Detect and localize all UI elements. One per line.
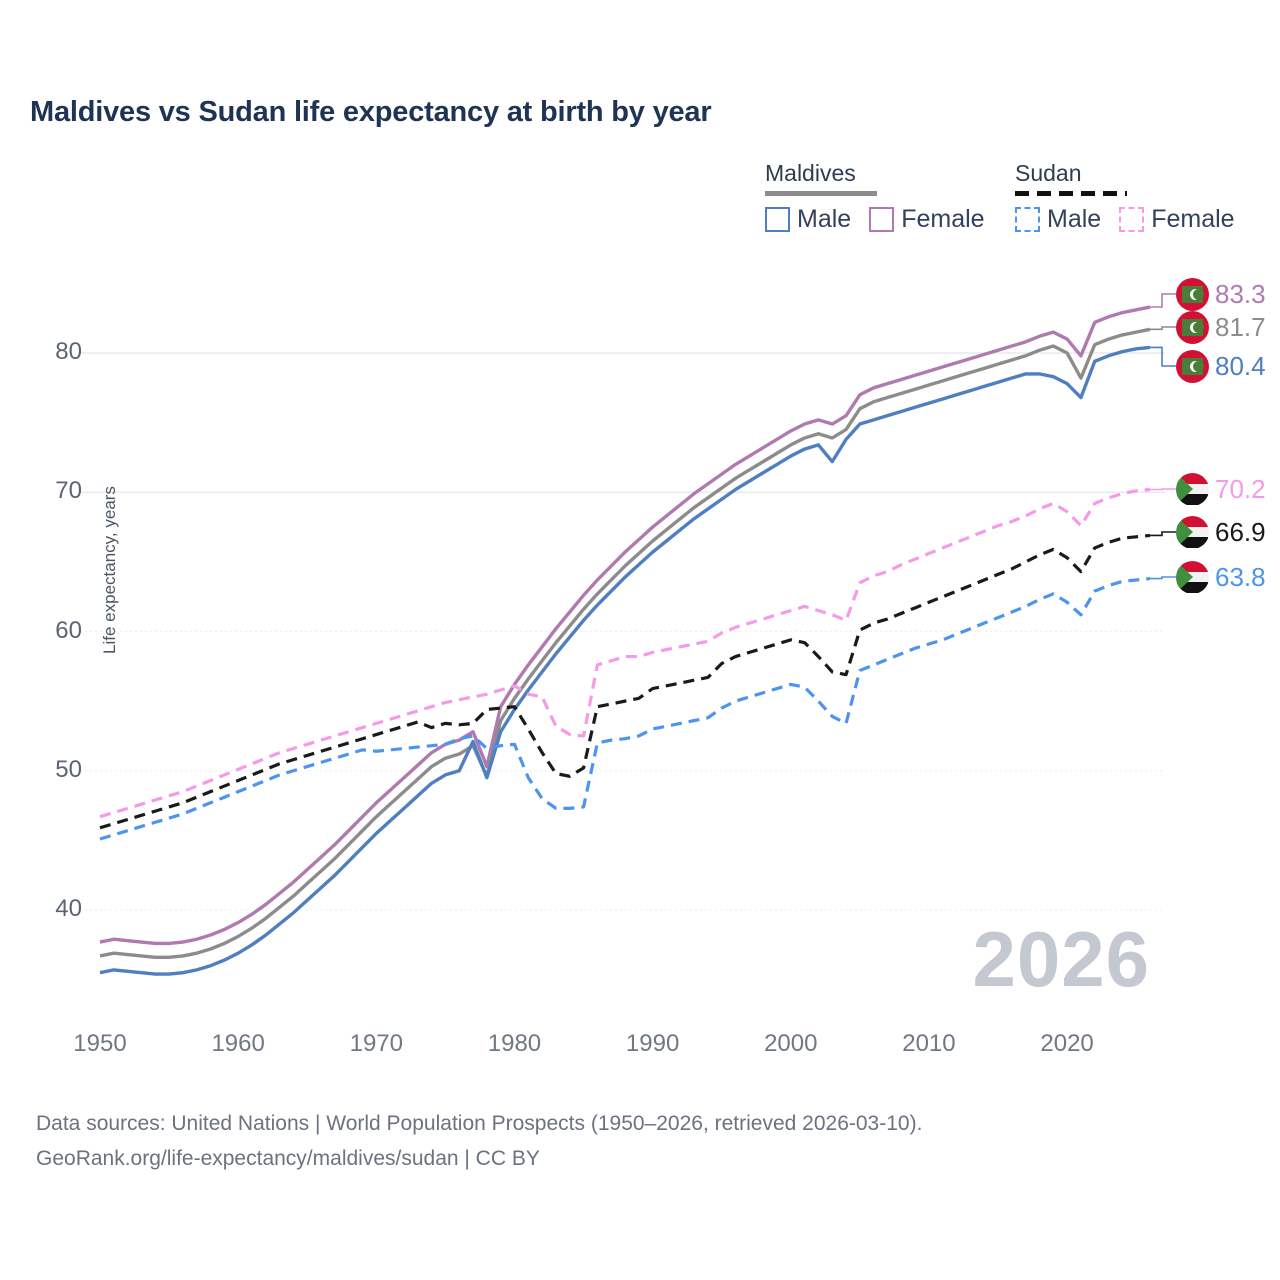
x-tick-label: 2010: [902, 1030, 956, 1057]
legend-group-maldives: Maldives Male Female: [765, 160, 985, 234]
series-line: [99, 533, 1151, 830]
end-label-value: 63.8: [1215, 562, 1266, 592]
legend-item-label: Male: [1047, 205, 1102, 233]
legend-swatch-icon: [765, 207, 790, 232]
legend-swatch-icon: [869, 207, 895, 232]
maldives-flag-icon: [1176, 277, 1209, 311]
end-label-leader: [1150, 326, 1176, 331]
y-axis-label: Life expectancy, years: [100, 486, 119, 654]
legend-item-sudan-male[interactable]: Male: [1015, 205, 1101, 234]
legend-group-sudan: Sudan Male Female: [1015, 160, 1235, 234]
series-line: [99, 576, 1151, 841]
x-tick-label: 1980: [487, 1030, 542, 1057]
series-line: [99, 327, 1151, 960]
end-label-value: 80.4: [1215, 351, 1266, 381]
chart-legend: Maldives Male Female Sudan Male: [760, 160, 1260, 240]
end-label-leader: [1150, 488, 1176, 491]
legend-swatch-icon: [1015, 207, 1040, 232]
x-tick-label: 2020: [1040, 1030, 1094, 1057]
year-watermark: 2026: [972, 915, 1150, 1003]
legend-item-label: Male: [797, 205, 852, 233]
x-tick-label: 1990: [625, 1030, 680, 1057]
legend-group-title: Sudan: [1015, 160, 1082, 186]
legend-item-label: Female: [1151, 205, 1235, 233]
end-label-leader: [1150, 346, 1176, 367]
footer-line-1: Data sources: United Nations | World Pop…: [36, 1112, 923, 1135]
footer-credits: Data sources: United Nations | World Pop…: [36, 1106, 922, 1176]
x-tick-label: 1960: [211, 1030, 265, 1057]
maldives-flag-icon: [1176, 310, 1209, 344]
sudan-flag-icon: [1176, 515, 1209, 549]
end-label-value: 81.7: [1215, 312, 1266, 342]
end-label: 66.9: [1176, 515, 1266, 549]
end-label-value: 83.3: [1215, 279, 1266, 309]
y-tick-label: 70: [55, 477, 82, 505]
legend-item-maldives-male[interactable]: Male: [765, 205, 851, 234]
legend-group-rule-dashed: [1015, 191, 1127, 196]
end-label-leader: [1150, 293, 1176, 308]
x-tick-label: 2000: [764, 1030, 818, 1057]
end-label-value: 70.2: [1215, 474, 1266, 504]
x-tick-label: 1950: [73, 1030, 127, 1057]
y-tick-label: 80: [55, 338, 82, 365]
footer-line-2: GeoRank.org/life-expectancy/maldives/sud…: [36, 1147, 540, 1170]
legend-item-maldives-female[interactable]: Female: [869, 205, 985, 234]
sudan-flag-icon: [1176, 472, 1209, 506]
end-label-leader: [1150, 576, 1176, 580]
series-line: [99, 345, 1151, 976]
end-label: 70.2: [1176, 472, 1266, 506]
maldives-flag-icon: [1176, 349, 1209, 383]
end-label: 81.7: [1176, 310, 1266, 344]
page-title: Maldives vs Sudan life expectancy at bir…: [30, 96, 712, 128]
legend-group-title: Maldives: [765, 160, 856, 186]
legend-item-sudan-female[interactable]: Female: [1119, 205, 1235, 234]
series-line: [99, 305, 1151, 946]
legend-group-rule-solid: [765, 191, 877, 196]
legend-swatch-icon: [1119, 207, 1145, 232]
legend-item-label: Female: [901, 205, 985, 233]
end-label: 80.4: [1176, 349, 1266, 383]
end-label-value: 66.9: [1215, 517, 1266, 547]
end-label: 63.8: [1176, 560, 1266, 594]
series-line: [99, 487, 1151, 819]
y-tick-label: 40: [55, 895, 82, 922]
end-label: 83.3: [1176, 277, 1266, 311]
x-tick-label: 1970: [349, 1030, 403, 1057]
sudan-flag-icon: [1176, 560, 1209, 594]
y-tick-label: 50: [55, 755, 82, 783]
y-tick-label: 60: [55, 616, 82, 644]
end-label-leader: [1150, 531, 1176, 537]
